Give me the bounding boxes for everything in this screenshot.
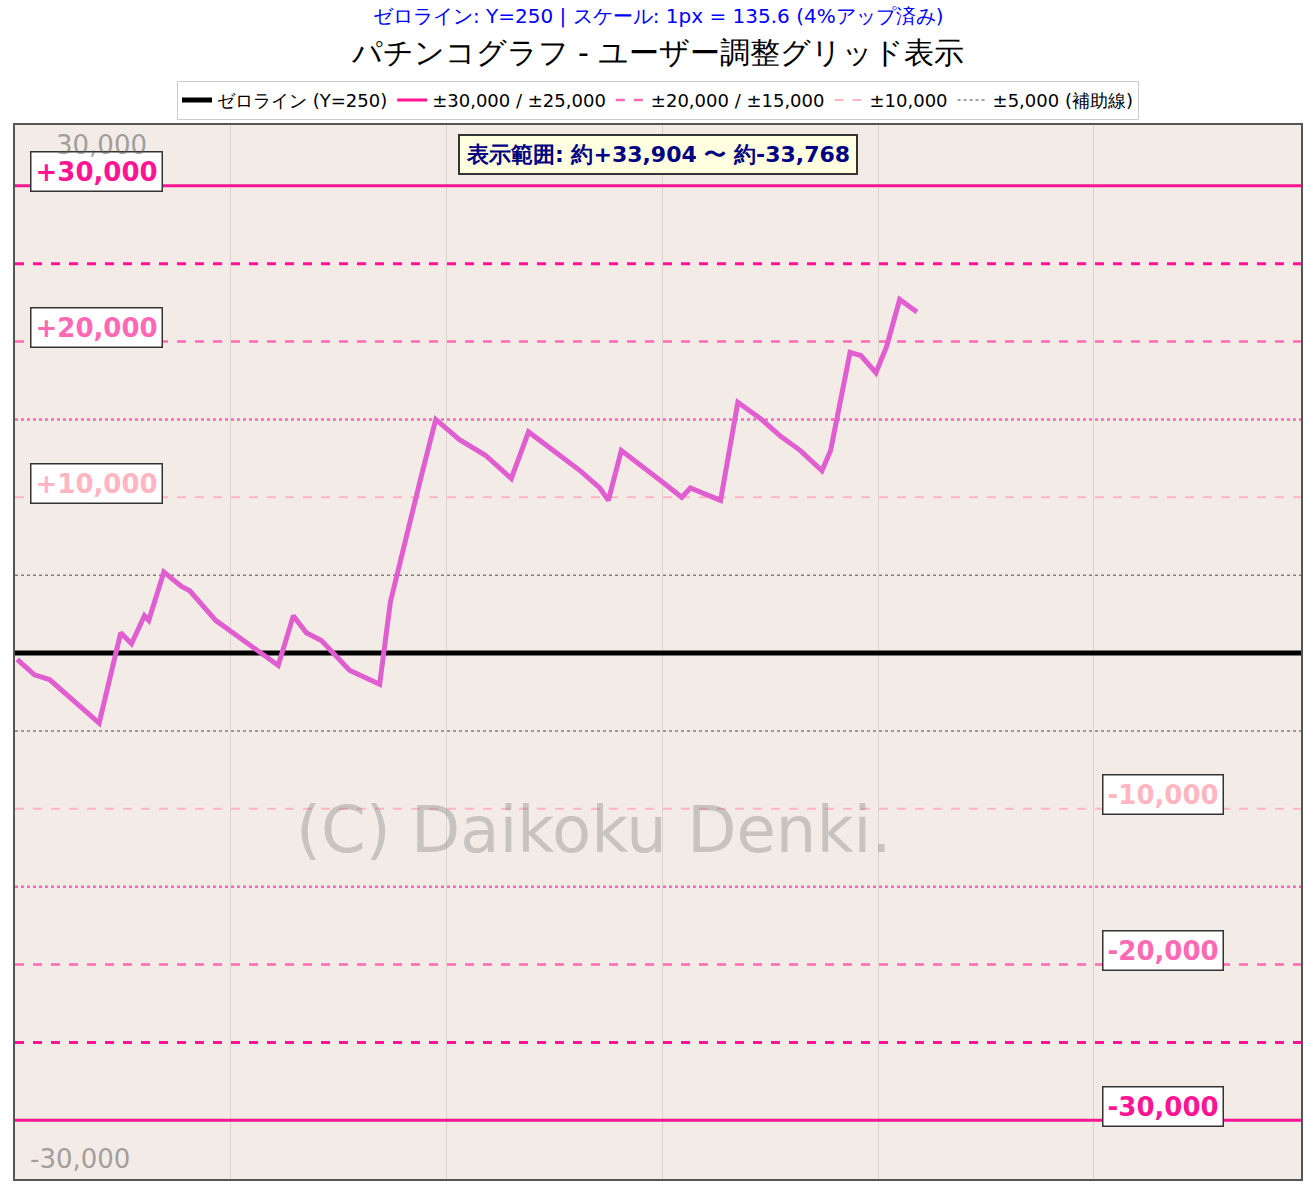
- svg-text:+10,000: +10,000: [36, 469, 158, 499]
- svg-text:30,000: 30,000: [56, 130, 147, 160]
- svg-text:ゼロライン: Y=250 | スケール: 1px = 135: ゼロライン: Y=250 | スケール: 1px = 135.6 (4%アップ済…: [373, 4, 943, 28]
- svg-text:ゼロライン (Y=250): ゼロライン (Y=250): [217, 90, 387, 111]
- svg-text:-10,000: -10,000: [1108, 780, 1219, 810]
- svg-text:±30,000 / ±25,000: ±30,000 / ±25,000: [432, 90, 606, 111]
- svg-text:-20,000: -20,000: [1108, 936, 1219, 966]
- svg-text:±5,000 (補助線): ±5,000 (補助線): [993, 90, 1133, 111]
- svg-text:-30,000: -30,000: [30, 1144, 130, 1174]
- svg-text:(C) Daikoku Denki.: (C) Daikoku Denki.: [296, 793, 892, 867]
- svg-text:+30,000: +30,000: [36, 157, 158, 187]
- svg-text:パチンコグラフ - ユーザー調整グリッド表示: パチンコグラフ - ユーザー調整グリッド表示: [351, 35, 965, 70]
- svg-text:表示範囲: 約+33,904 〜 約-33,768: 表示範囲: 約+33,904 〜 約-33,768: [466, 142, 850, 167]
- svg-text:-30,000: -30,000: [1108, 1092, 1219, 1122]
- svg-text:±20,000 / ±15,000: ±20,000 / ±15,000: [651, 90, 825, 111]
- svg-text:±10,000: ±10,000: [869, 90, 947, 111]
- svg-text:+20,000: +20,000: [36, 313, 158, 343]
